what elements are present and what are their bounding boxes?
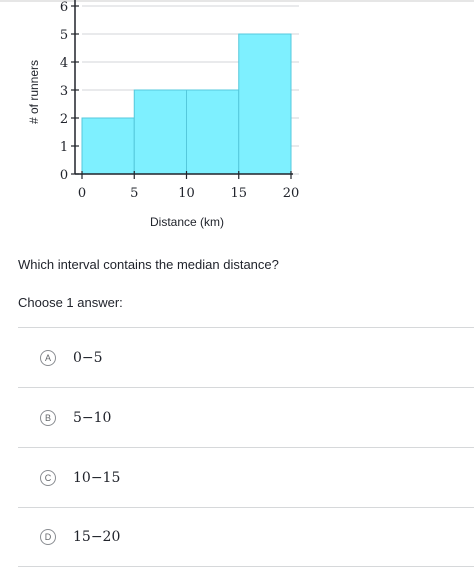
y-axis-label: # of runners — [27, 60, 41, 124]
choice-label: 5−10 — [73, 409, 112, 426]
histogram-chart: 0 1 2 3 4 5 6 0 5 10 15 20 # of runners Distance (… — [27, 0, 300, 229]
choice-letter-badge: B — [40, 409, 56, 426]
x-tick-label: 15 — [230, 186, 247, 201]
answer-choices: A 0−5 B 5−10 C 10−15 D 15−20 — [18, 327, 474, 567]
choice-letter-badge: D — [40, 529, 56, 545]
choice-label: 0−5 — [73, 349, 103, 366]
histogram-bar — [186, 89, 240, 175]
choice-b[interactable]: B 5−10 — [18, 387, 474, 447]
choice-label: 15−20 — [73, 529, 121, 545]
y-tick-label: 1 — [60, 140, 68, 155]
y-tick-label: 4 — [60, 56, 68, 71]
histogram-bar — [133, 89, 187, 175]
x-axis-label: Distance (km) — [150, 215, 224, 229]
choice-c[interactable]: C 10−15 — [18, 447, 474, 507]
histogram-bar — [81, 117, 135, 175]
x-tick-label: 5 — [130, 186, 138, 201]
choice-label: 10−15 — [73, 469, 121, 486]
choice-letter-badge: A — [40, 349, 56, 366]
choice-a[interactable]: A 0−5 — [18, 327, 474, 387]
histogram-bar — [238, 33, 292, 175]
x-tick-label: 20 — [283, 186, 300, 201]
y-tick-label: 3 — [60, 84, 68, 99]
choice-letter-badge: C — [40, 469, 56, 486]
y-tick-label: 5 — [60, 28, 68, 43]
answer-instruction: Choose 1 answer: — [18, 295, 123, 310]
x-tick-label: 0 — [78, 186, 86, 201]
y-tick-label: 0 — [60, 168, 68, 183]
y-tick-label: 6 — [60, 0, 68, 15]
y-tick-label: 2 — [60, 112, 68, 127]
top-divider — [0, 0, 474, 2]
question-text: Which interval contains the median dista… — [18, 257, 279, 272]
choice-d[interactable]: D 15−20 — [18, 507, 474, 567]
x-tick-label: 10 — [178, 186, 195, 201]
